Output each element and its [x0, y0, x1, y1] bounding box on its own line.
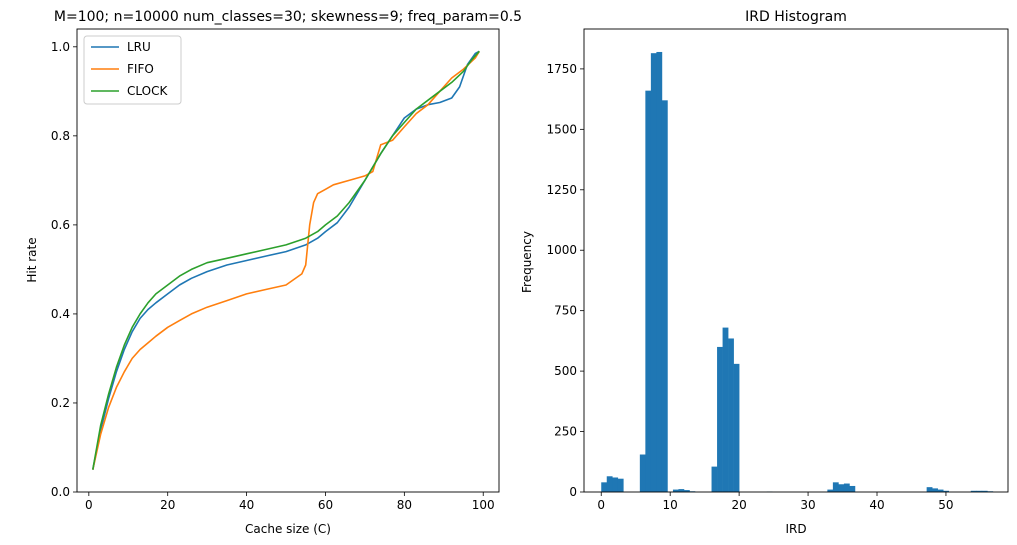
legend-label-lru: LRU: [127, 40, 151, 54]
x-tick-label: 40: [869, 498, 884, 512]
y-tick-label: 0.8: [51, 129, 70, 143]
histogram-bar: [612, 477, 619, 492]
histogram-bar: [639, 454, 646, 492]
axes-frame: [76, 28, 500, 493]
y-tick-label: 250: [554, 425, 577, 439]
legend-label-fifo: FIFO: [127, 62, 154, 76]
hit-rate-chart: M=100; n=10000 num_classes=30; skewness=…: [25, 9, 522, 536]
chart-title: M=100; n=10000 num_classes=30; skewness=…: [54, 9, 522, 25]
histogram-bar: [937, 489, 944, 492]
legend-label-clock: CLOCK: [127, 84, 168, 98]
y-tick-label: 1250: [546, 183, 577, 197]
x-tick-label: 0: [597, 498, 605, 512]
y-axis-label: Hit rate: [25, 237, 39, 282]
histogram-bar: [601, 482, 608, 492]
y-tick-label: 0.4: [51, 307, 70, 321]
y-tick-label: 1.0: [51, 40, 70, 54]
histogram-bar: [926, 487, 933, 492]
legend-box: [83, 35, 182, 105]
y-tick-label: 500: [554, 364, 577, 378]
y-tick-label: 1500: [546, 122, 577, 136]
histogram-bar: [943, 490, 950, 492]
x-tick-label: 50: [938, 498, 953, 512]
histogram-bar: [832, 482, 839, 492]
x-tick-label: 10: [663, 498, 678, 512]
y-tick-label: 0: [569, 485, 577, 499]
series-line-lru: [92, 50, 480, 470]
histogram-bar: [976, 490, 983, 492]
histogram-bar: [981, 490, 988, 492]
x-tick-label: 20: [160, 498, 175, 512]
x-axis-label: IRD: [785, 522, 806, 536]
x-tick-label: 20: [731, 498, 746, 512]
chart-title: IRD Histogram: [745, 9, 847, 25]
histogram-bar: [728, 338, 734, 492]
x-tick-label: 100: [472, 498, 495, 512]
y-tick-label: 750: [554, 304, 577, 318]
histogram-bar: [711, 466, 718, 492]
y-tick-label: 1750: [546, 62, 577, 76]
x-tick-label: 40: [239, 498, 254, 512]
histogram-bar: [645, 90, 652, 493]
y-tick-label: 0.6: [51, 218, 70, 232]
series-line-clock: [92, 50, 480, 470]
series-line-fifo: [92, 50, 480, 470]
plot-area: 0 20 40 60 80 100 0.0 0.2 0.4 0.6 0.8 1.0: [51, 40, 495, 512]
histogram-bar: [849, 485, 856, 492]
histogram-bar: [722, 327, 729, 492]
x-tick-label: 0: [85, 498, 93, 512]
x-axis-label: Cache size (C): [245, 522, 331, 536]
histogram-bar: [683, 490, 690, 492]
x-tick-label: 60: [318, 498, 333, 512]
y-tick-label: 0.2: [51, 396, 70, 410]
histogram-bar: [678, 489, 685, 492]
histogram-bar: [672, 489, 679, 492]
histogram-bar: [606, 476, 613, 492]
axes-frame: [583, 28, 1009, 493]
histogram-bar: [838, 484, 845, 492]
y-tick-label: 1000: [546, 243, 577, 257]
histogram-bar: [617, 478, 624, 492]
histogram-bar: [827, 489, 834, 492]
y-tick-label: 0.0: [51, 485, 70, 499]
ird-histogram-chart: IRD Histogram 0 10 20 30 40 50025050075010001…: [520, 9, 1009, 536]
legend: LRU FIFO CLOCK: [83, 35, 182, 105]
x-tick-label: 80: [397, 498, 412, 512]
histogram-bar: [717, 346, 723, 492]
histogram-bar: [843, 483, 850, 492]
histogram-bar: [661, 100, 668, 492]
y-axis-label: Frequency: [520, 231, 534, 293]
histogram-bar: [932, 488, 938, 492]
histogram-bar: [656, 51, 663, 492]
x-tick-label: 30: [800, 498, 815, 512]
histogram-bar: [733, 363, 740, 492]
histogram-bar: [650, 53, 657, 493]
histogram-bar: [970, 490, 977, 492]
